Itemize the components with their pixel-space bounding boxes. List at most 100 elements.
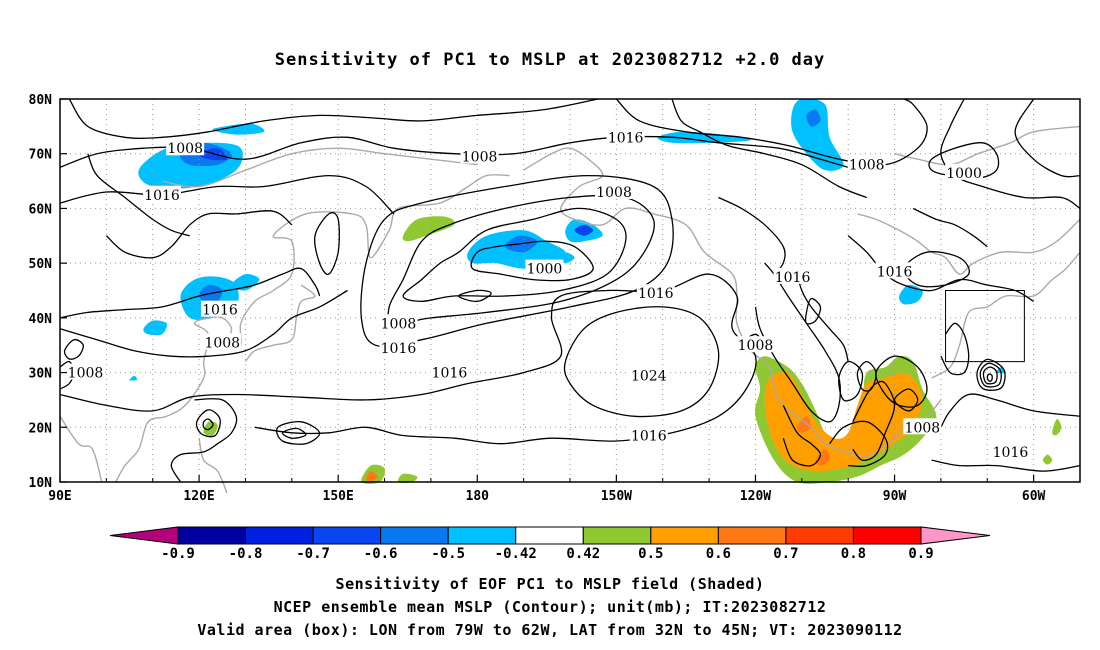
colorbar-swatch	[380, 526, 449, 545]
contour-label-bg	[379, 314, 418, 331]
contour-label: 1016	[202, 303, 238, 319]
coastline	[523, 147, 942, 458]
mslp-contour	[928, 142, 1000, 180]
sensitivity-patch	[806, 109, 821, 127]
contour-label: 1008	[68, 366, 104, 382]
coastline	[894, 125, 1081, 166]
latitude-label: 50N	[29, 257, 53, 272]
colorbar-low-triangle	[109, 526, 179, 545]
longitude-label: 120E	[183, 489, 214, 504]
mslp-contour	[387, 194, 655, 325]
mslp-contour	[838, 360, 864, 402]
mslp-contour	[59, 174, 395, 215]
colorbar-tick-label: -0.8	[229, 546, 263, 562]
contour-label-bg	[736, 336, 775, 353]
contour-label: 1016	[608, 130, 644, 146]
mslp-contour	[360, 174, 674, 348]
coastline	[857, 213, 1081, 275]
colorbar-swatch	[177, 526, 247, 545]
mslp-contour	[986, 373, 993, 383]
sensitivity-patch	[797, 416, 812, 433]
contour-label-bg	[66, 363, 105, 380]
coastline	[59, 415, 103, 483]
mslp-contour	[931, 459, 1081, 472]
mslp-contour	[804, 297, 822, 325]
mslp-contour	[718, 196, 786, 275]
colorbar-tick-label: 0.9	[908, 546, 933, 562]
mslp-contour	[63, 338, 84, 360]
latitude-label: 60N	[29, 202, 53, 217]
mslp-contour	[856, 360, 877, 392]
contour-label-bg	[847, 155, 886, 172]
caption-line-2: NCEP ensemble mean MSLP (Contour); unit(…	[273, 598, 827, 616]
colorbar-swatch	[447, 526, 517, 545]
contour-label: 1008	[381, 316, 417, 332]
colorbar-swatch	[245, 526, 314, 545]
sensitivity-patch	[129, 375, 138, 381]
contour-label-bg	[629, 366, 668, 383]
coastline	[114, 174, 510, 483]
mslp-contour	[982, 366, 998, 385]
mslp-contour	[59, 273, 757, 445]
longitude-label: 90W	[883, 489, 907, 504]
colorbar-swatch	[852, 526, 922, 545]
contour-label: 1000	[527, 262, 563, 278]
sensitivity-patch	[231, 273, 260, 291]
latitude-label: 70N	[29, 148, 53, 163]
contour-label: 1008	[462, 149, 498, 165]
contour-label-bg	[166, 139, 205, 156]
valid-area-box	[945, 290, 1025, 363]
mslp-contour	[563, 306, 720, 418]
colorbar-tick-label: 0.8	[841, 546, 866, 562]
contour-label: 1016	[432, 366, 468, 382]
contour-label-bg	[875, 262, 914, 279]
mslp-contour	[59, 289, 348, 358]
mslp-contour	[829, 420, 889, 468]
axis-ticks-layer: 90E 120E 150E 180 150W 120W 90W 60W 80N 70N 60N 50N…	[29, 93, 1046, 504]
mslp-contour	[195, 409, 221, 438]
latitude-label: 30N	[29, 367, 53, 382]
sensitivity-patch	[365, 471, 378, 482]
mslp-contour	[796, 273, 849, 362]
mslp-contour	[281, 427, 307, 439]
colorbar-swatch	[717, 526, 787, 545]
sensitivity-patch	[791, 98, 844, 171]
colorbar-swatch	[650, 526, 719, 545]
mslp-contour	[903, 251, 970, 288]
coastline	[931, 251, 1081, 379]
coastline	[244, 284, 316, 363]
colorbar-tick-label: -0.5	[431, 546, 465, 562]
colorbar-swatch	[785, 526, 854, 545]
mslp-contour	[940, 98, 1081, 209]
contour-label-bg	[636, 284, 675, 301]
mslp-contour-layer	[59, 98, 1081, 483]
latitude-label: 20N	[29, 421, 53, 436]
mslp-contour	[1014, 98, 1081, 178]
mslp-contour	[276, 420, 321, 445]
contour-label: 1008	[738, 338, 774, 354]
mslp-contour	[470, 240, 594, 282]
sensitivity-patch	[815, 449, 830, 466]
longitude-label: 90E	[48, 489, 71, 504]
contour-label-bg	[773, 267, 812, 284]
sensitivity-patch	[398, 473, 418, 483]
coastline-layer	[59, 125, 1081, 494]
mslp-contour	[847, 235, 1034, 302]
mslp-contour	[59, 267, 321, 319]
contour-label-bg	[991, 442, 1030, 459]
longitude-label: 180	[466, 489, 490, 504]
sensitivity-patch	[1042, 454, 1053, 465]
sensitivity-patch	[402, 216, 455, 242]
contour-label-bg	[629, 426, 668, 443]
contour-label-bg	[595, 183, 634, 200]
contour-label: 1000	[946, 166, 982, 182]
contour-label-bg	[460, 147, 499, 164]
longitude-label: 150W	[601, 489, 632, 504]
longitude-label: 150E	[323, 489, 354, 504]
mslp-contour	[976, 358, 1006, 391]
contour-label: 1016	[631, 428, 667, 444]
mslp-contour	[87, 153, 190, 237]
colorbar-tick-label: 0.7	[773, 546, 798, 562]
contour-label: 1016	[993, 445, 1029, 461]
contour-label: 1016	[381, 341, 417, 357]
